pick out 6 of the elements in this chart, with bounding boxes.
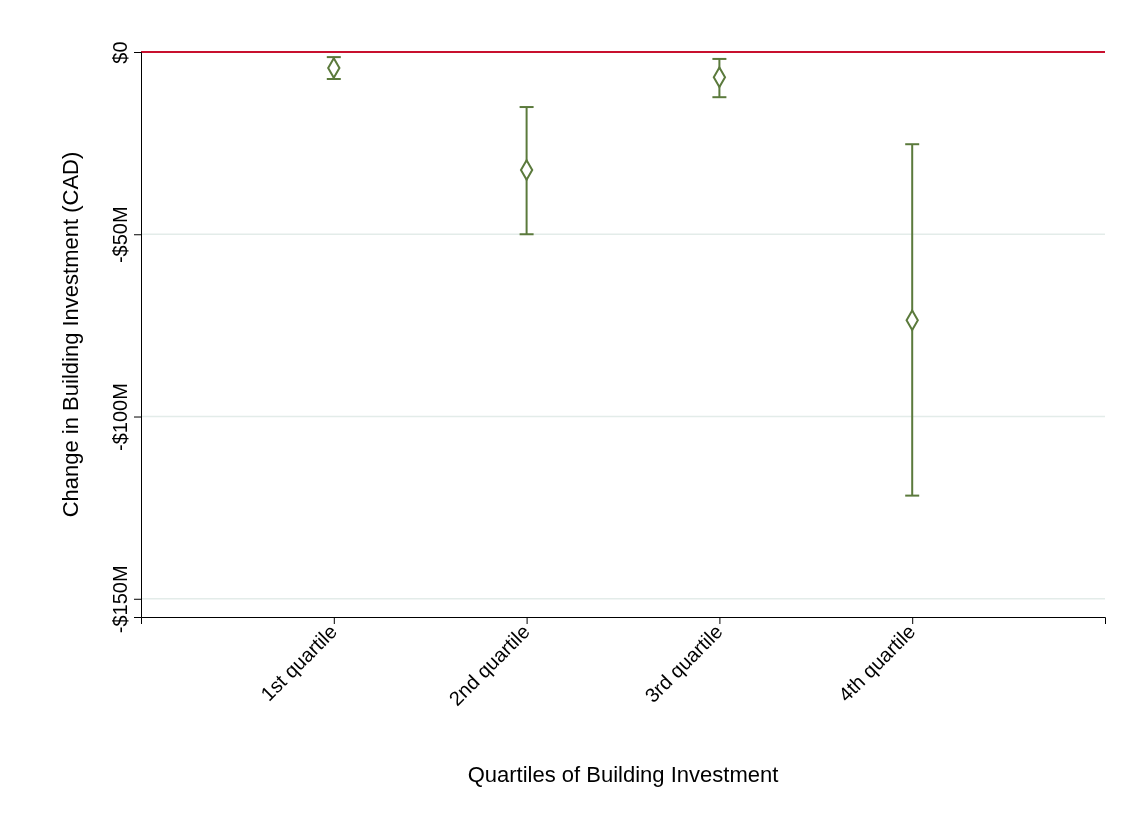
y-tick-label: -$100M [109, 383, 131, 451]
y-tick-label: -$50M [109, 206, 131, 264]
x-axis-title: Quartiles of Building Investment [467, 762, 779, 787]
y-tick-label: $0 [109, 41, 131, 64]
y-tick-label: -$150M [109, 565, 131, 634]
y-axis-title: Change in Building Investment (CAD) [58, 151, 83, 518]
